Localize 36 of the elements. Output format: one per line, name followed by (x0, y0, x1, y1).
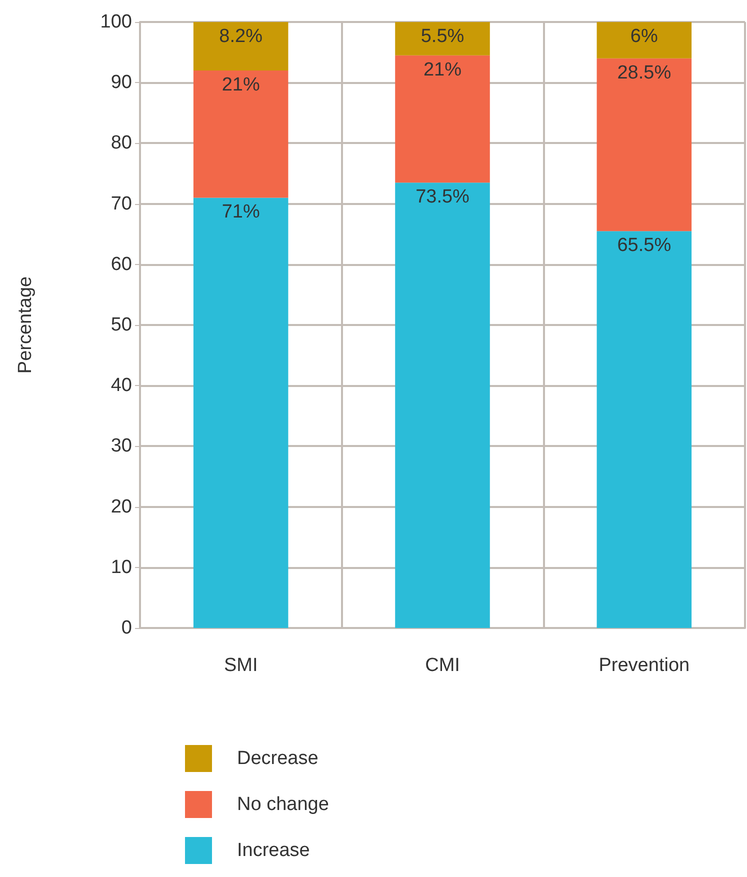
y-tick-label: 40 (110, 375, 132, 396)
y-tick-label: 50 (110, 314, 132, 336)
bar (395, 22, 490, 56)
y-tick-label: 80 (110, 132, 132, 154)
data-label: 6% (630, 26, 658, 47)
data-label: 65.5% (617, 235, 672, 256)
bar (395, 182, 490, 628)
bar (596, 22, 692, 58)
bar (596, 231, 692, 628)
y-axis-title: Percentage (15, 276, 36, 374)
y-tick-label: 30 (110, 436, 132, 457)
y-tick-label: 70 (110, 193, 132, 214)
data-label: 28.5% (617, 62, 672, 84)
x-tick-label: CMI (425, 655, 460, 676)
data-label: 21% (222, 74, 260, 96)
legend-label: Increase (237, 840, 310, 861)
bar (193, 198, 288, 628)
y-tick-label: 10 (110, 556, 132, 578)
y-tick-label: 60 (110, 254, 132, 275)
y-tick-label: 0 (121, 618, 132, 638)
y-tick-label: 20 (110, 496, 132, 518)
data-label: 5.5% (420, 26, 464, 47)
bar (193, 22, 288, 70)
y-tick-label: 100 (100, 12, 132, 32)
x-tick-label: SMI (224, 655, 258, 676)
legend-label: No change (237, 794, 329, 815)
data-label: 21% (423, 59, 462, 80)
data-label: 71% (222, 202, 260, 223)
x-tick-label: Prevention (598, 655, 690, 676)
bar (193, 70, 288, 198)
legend-label: Decrease (237, 748, 318, 769)
bar (596, 58, 692, 232)
bar (395, 55, 490, 183)
data-label: 73.5% (416, 186, 470, 208)
y-tick-label: 90 (110, 72, 132, 94)
data-label: 8.2% (219, 26, 263, 47)
